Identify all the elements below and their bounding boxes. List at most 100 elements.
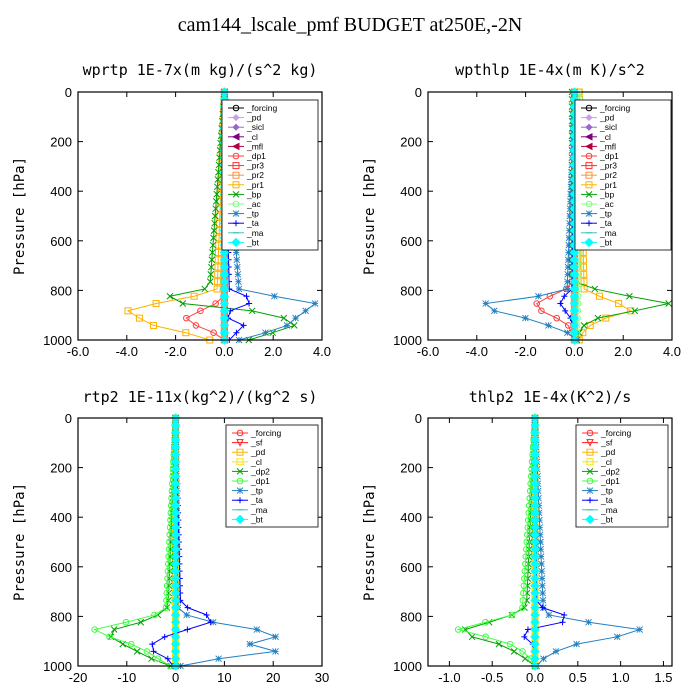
x-tick-label: 20 [266, 670, 280, 685]
legend-marker [236, 439, 244, 447]
data-point [135, 314, 143, 322]
data-point [234, 271, 242, 278]
data-point [539, 597, 547, 604]
chart-panel-4: thlp2 1E-4x(K^2)/s Pressure [hPa] -1.0 -0.5… [362, 388, 673, 685]
data-point [212, 205, 220, 213]
y-tick-label: 600 [50, 234, 72, 249]
data-point [106, 633, 113, 641]
legend-label: _ma [246, 228, 264, 238]
series-line [110, 417, 177, 667]
legend-marker [236, 487, 244, 494]
y-tick-label: 400 [400, 510, 422, 525]
data-point [164, 567, 172, 575]
data-point [213, 183, 221, 191]
legend-marker [586, 220, 592, 227]
legend-label: _dp1 [600, 476, 620, 486]
legend-label: _ta [246, 218, 259, 228]
legend-marker [585, 171, 593, 179]
panel-title: wpthlp 1E-4x(m K)/s^2 [455, 61, 645, 79]
x-tick-label: 4.0 [663, 344, 681, 359]
legend-label: _pr2 [246, 170, 264, 180]
x-tick-label: -6.0 [417, 344, 439, 359]
legend-label: _bt [246, 237, 259, 247]
data-point [262, 329, 269, 337]
y-tick-label: 200 [400, 135, 422, 150]
y-axis-label: Pressure [hPa] [12, 157, 28, 275]
data-point [523, 531, 531, 539]
legend-label: _cl [250, 457, 262, 467]
data-point [215, 161, 223, 169]
data-point [564, 278, 571, 285]
data-point [536, 524, 544, 531]
legend-marker [231, 132, 240, 141]
data-point [127, 640, 135, 648]
data-point [150, 648, 157, 655]
data-point [553, 314, 560, 322]
data-point [580, 270, 588, 278]
plot-frame [77, 417, 323, 667]
legend-label: _dp2 [250, 466, 270, 476]
legend-marker [232, 191, 240, 198]
data-point [148, 655, 155, 663]
data-point [564, 256, 572, 264]
data-point [537, 553, 545, 560]
legend-label: _forcing [600, 428, 632, 438]
data-point [271, 292, 278, 300]
data-point [538, 560, 545, 568]
plot-frame [427, 417, 673, 667]
data-point [510, 648, 518, 655]
legend-label: _dp1 [250, 476, 270, 486]
y-axis-label: Pressure [hPa] [362, 483, 378, 601]
data-point [565, 234, 573, 242]
data-point [521, 567, 529, 575]
chart-panel-1: wprtp 1E-7x(m kg)/(s^2 kg) Pressure [hPa]… [12, 61, 331, 359]
legend-label: _cl [599, 132, 611, 142]
x-tick-label: 0.0 [215, 344, 233, 359]
legend-label: _mfl [246, 141, 263, 151]
data-point [468, 633, 476, 641]
data-point [495, 640, 503, 648]
legend-label: _pd [250, 447, 265, 457]
data-point [508, 611, 516, 619]
x-tick-label: 10 [217, 670, 231, 685]
data-point [110, 626, 118, 633]
data-point [182, 329, 190, 337]
legend-label: _sf [600, 438, 613, 448]
x-tick-label: -2.0 [514, 344, 536, 359]
data-point [215, 168, 222, 176]
y-tick-label: 400 [50, 510, 72, 525]
legend-marker [586, 468, 594, 475]
x-tick-label: 2.0 [264, 344, 282, 359]
data-point [506, 640, 514, 648]
data-point [580, 322, 588, 329]
data-point [566, 219, 573, 227]
data-point [149, 641, 156, 648]
data-point [564, 329, 571, 337]
legend-marker [232, 123, 240, 131]
data-point [580, 263, 588, 271]
legend-marker [585, 514, 595, 525]
data-point [201, 285, 209, 293]
series-bt [170, 413, 181, 671]
legend-marker [231, 142, 240, 151]
series-line [93, 417, 177, 667]
data-point [559, 619, 566, 626]
x-tick-label: 30 [315, 670, 329, 685]
data-point [591, 285, 599, 293]
legend-marker [585, 181, 593, 189]
legend-label: _bp [246, 189, 261, 199]
legend-marker [232, 200, 240, 208]
data-point [311, 300, 319, 307]
data-point [210, 234, 217, 242]
x-tick-label: -4.0 [116, 344, 138, 359]
data-point [163, 582, 171, 590]
legend-marker [237, 497, 243, 504]
data-point [149, 321, 157, 329]
x-tick-label: 2.0 [614, 344, 632, 359]
y-tick-label: 0 [65, 85, 72, 100]
legend-marker [232, 171, 240, 179]
data-point [490, 307, 498, 315]
data-point [522, 314, 529, 322]
legend-label: _ac [599, 199, 614, 209]
legend-marker [235, 514, 245, 525]
